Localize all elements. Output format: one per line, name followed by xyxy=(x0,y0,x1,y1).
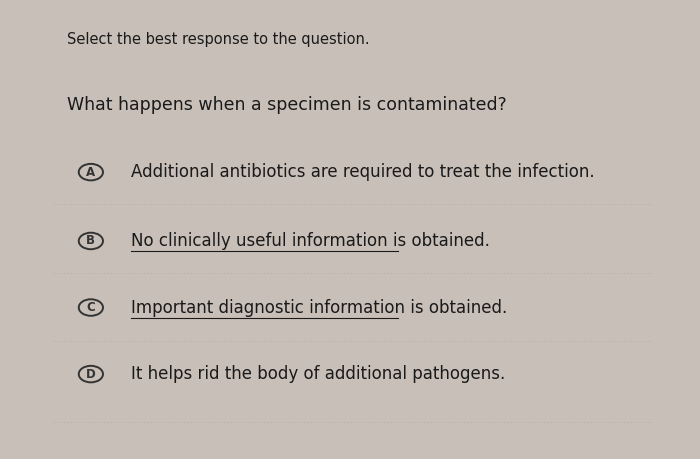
Text: Select the best response to the question.: Select the best response to the question… xyxy=(67,32,370,47)
Text: Important diagnostic information is obtained.: Important diagnostic information is obta… xyxy=(132,298,507,317)
Text: B: B xyxy=(86,235,95,247)
Text: Additional antibiotics are required to treat the infection.: Additional antibiotics are required to t… xyxy=(132,163,595,181)
Text: D: D xyxy=(86,368,96,381)
Text: It helps rid the body of additional pathogens.: It helps rid the body of additional path… xyxy=(132,365,505,383)
Text: What happens when a specimen is contaminated?: What happens when a specimen is contamin… xyxy=(67,96,507,114)
Text: No clinically useful information is obtained.: No clinically useful information is obta… xyxy=(132,232,490,250)
Text: C: C xyxy=(87,301,95,314)
Text: A: A xyxy=(86,166,95,179)
